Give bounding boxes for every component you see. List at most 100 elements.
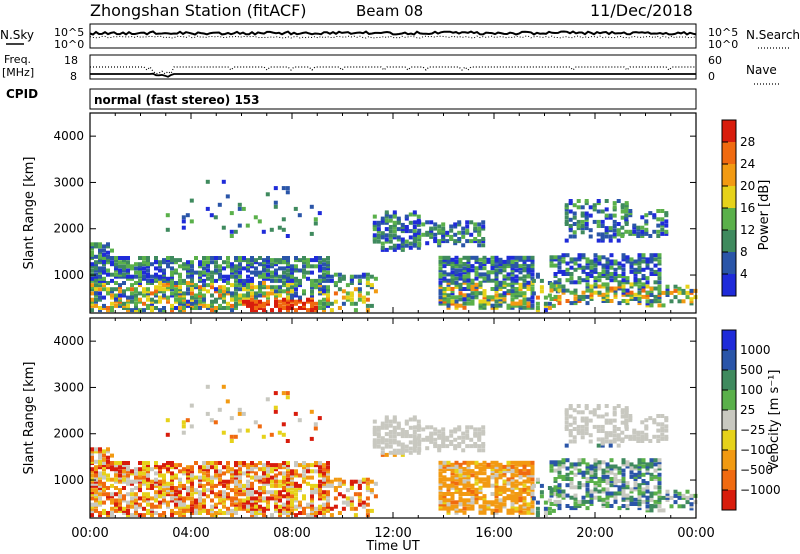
velocity-cell [478, 506, 483, 511]
velocity-cell [561, 495, 566, 500]
power-cell [609, 259, 614, 264]
power-cell [310, 303, 314, 308]
power-cell [661, 303, 666, 308]
velocity-cell [584, 418, 589, 423]
velocity-cell [282, 486, 286, 490]
power-cell [588, 213, 593, 218]
power-cell [158, 308, 162, 313]
velocity-cell [636, 439, 641, 443]
power-cell [388, 218, 393, 223]
velocity-cell [681, 504, 686, 509]
velocity-cell [628, 418, 633, 423]
power-cell [657, 255, 662, 260]
velocity-cell [122, 498, 126, 503]
power-cell [326, 295, 330, 300]
velocity-cell [94, 447, 98, 452]
velocity-cell [466, 479, 471, 484]
velocity-cell [298, 463, 302, 468]
velocity-cell [318, 471, 322, 476]
velocity-cell [510, 489, 515, 494]
velocity-cell [266, 461, 270, 465]
power-cell [134, 306, 138, 310]
velocity-cell [302, 511, 306, 515]
velocity-cell [593, 487, 598, 492]
velocity-cell [441, 442, 446, 446]
power-cell [238, 293, 242, 298]
power-cell [530, 299, 535, 304]
power-cell [254, 285, 258, 290]
power-cell [274, 268, 278, 273]
velocity-cell [580, 410, 585, 415]
velocity-cell [649, 477, 654, 481]
power-cell [341, 295, 346, 300]
velocity-cell [254, 508, 258, 513]
power-cell [629, 297, 634, 301]
velocity-cell [357, 492, 362, 497]
power-cell [416, 231, 421, 236]
velocity-cell [349, 506, 354, 511]
power-cell [150, 297, 154, 302]
velocity-cell [640, 439, 645, 443]
power-cell [442, 289, 447, 294]
power-cell [660, 231, 665, 236]
power-cell [282, 260, 286, 265]
power-cell [138, 264, 142, 269]
power-cell [450, 266, 455, 271]
velocity-cell [278, 508, 282, 513]
power-cell [669, 290, 674, 295]
velocity-cell [181, 420, 186, 425]
velocity-cell [306, 463, 310, 468]
power-cell [349, 301, 354, 306]
velocity-cell [569, 495, 574, 500]
power-cell [441, 222, 446, 227]
velocity-cell [326, 477, 330, 482]
power-cell [645, 263, 650, 268]
power-cell [608, 234, 613, 239]
velocity-cell [186, 465, 190, 470]
power-cell [506, 305, 511, 310]
colorbar-segment [722, 230, 736, 252]
power-cell [326, 301, 330, 306]
velocity-cell [126, 469, 130, 474]
power-cell [604, 215, 609, 220]
velocity-cell [146, 502, 150, 507]
power-cell [102, 306, 106, 310]
power-cell [633, 269, 638, 274]
power-cell [466, 276, 471, 281]
velocity-cell [290, 471, 294, 476]
power-cell [182, 293, 186, 298]
power-cell [557, 294, 562, 299]
velocity-cell [478, 496, 483, 501]
power-cell [466, 293, 471, 298]
power-cell [250, 258, 254, 263]
velocity-cell [122, 473, 126, 478]
power-cell [553, 280, 558, 285]
velocity-cell [372, 444, 377, 449]
velocity-cell [616, 404, 621, 408]
power-cell [629, 290, 634, 295]
velocity-cell [134, 475, 138, 480]
velocity-cell [392, 419, 397, 424]
power-cell [514, 287, 519, 291]
velocity-cell [392, 425, 397, 430]
power-cell [433, 222, 438, 227]
velocity-cell [250, 513, 254, 518]
power-cell [400, 222, 405, 227]
power-cell [310, 264, 314, 269]
power-cell [186, 291, 190, 296]
velocity-cell [490, 471, 495, 476]
velocity-cell [310, 506, 314, 511]
velocity-cell [478, 467, 483, 471]
velocity-cell [369, 488, 374, 493]
power-cell [506, 259, 511, 264]
velocity-cell [498, 473, 503, 478]
power-cell [461, 230, 466, 235]
velocity-cell [114, 469, 118, 474]
power-cell [134, 293, 138, 298]
velocity-cell [365, 502, 370, 507]
velocity-cell [154, 483, 158, 488]
velocity-cell [106, 449, 110, 454]
velocity-cell [90, 481, 94, 486]
power-cell [657, 253, 662, 258]
velocity-cell [290, 500, 294, 505]
